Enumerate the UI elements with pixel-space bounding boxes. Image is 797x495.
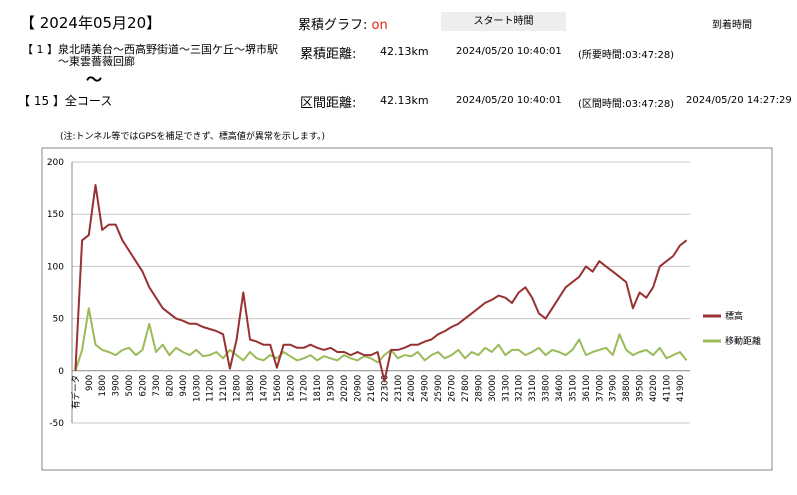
x-tick-label: 41900 — [676, 375, 686, 402]
x-tick-label: 36100 — [582, 375, 592, 402]
legend-label: 移動距離 — [725, 335, 761, 347]
x-tick-label: 21600 — [367, 375, 377, 402]
x-tick-label: 7300 — [152, 375, 162, 397]
x-tick-label: 12100 — [219, 375, 229, 402]
route: 【 15 】全コース — [18, 94, 113, 108]
row-label: 累積距離: — [300, 47, 357, 62]
x-tick-label: 23100 — [394, 375, 404, 402]
graph-state: on — [371, 18, 388, 33]
x-tick-label: 22300 — [380, 375, 390, 402]
x-tick-label: 12800 — [233, 375, 243, 402]
route: 【 1 】泉北晴美台～西高野街道～三国ケ丘～堺市駅 — [22, 43, 278, 56]
date-title: 【 2024年05月20】 — [20, 14, 162, 32]
x-tick-label: 24000 — [407, 375, 417, 402]
y-tick-label: 50 — [53, 315, 65, 325]
start-time: 2024/05/20 10:40:01 — [456, 46, 562, 57]
legend-label: 標高 — [725, 310, 743, 322]
x-tick-label: 41100 — [662, 375, 672, 402]
x-tick-label: 33800 — [542, 375, 552, 402]
y-tick-label: -50 — [49, 419, 64, 429]
x-tick-label: 15600 — [273, 375, 283, 402]
x-tick-label: 有データ — [70, 375, 81, 409]
x-tick-label: 13800 — [246, 375, 256, 402]
x-tick-label: 5000 — [125, 375, 135, 397]
distance: 42.13km — [380, 94, 429, 107]
x-tick-label: 27800 — [461, 375, 471, 402]
x-tick-label: 8200 — [165, 375, 175, 397]
x-tick-label: 19300 — [327, 375, 337, 402]
x-tick-label: 28900 — [474, 375, 484, 402]
x-tick-label: 17200 — [300, 375, 310, 402]
x-tick-label: 32100 — [515, 375, 525, 402]
x-tick-label: 3900 — [112, 375, 122, 397]
x-tick-label: 6200 — [139, 375, 149, 397]
x-tick-label: 900 — [85, 375, 95, 391]
x-tick-label: 39500 — [636, 375, 646, 402]
y-tick-label: 150 — [47, 210, 64, 220]
route-separator: ～ — [86, 70, 103, 89]
start-header: スタート時間 — [441, 12, 566, 31]
y-tick-label: 200 — [47, 158, 64, 168]
arrival-header: 到着時間 — [712, 20, 752, 31]
y-tick-label: 0 — [58, 367, 64, 377]
row-label: 区間距離: — [300, 96, 357, 111]
x-tick-label: 35100 — [568, 375, 578, 402]
x-tick-label: 26700 — [448, 375, 458, 402]
series-line — [74, 307, 688, 372]
x-tick-label: 16200 — [286, 375, 296, 402]
x-tick-label: 25900 — [434, 375, 444, 402]
x-tick-label: 9400 — [179, 375, 189, 397]
x-tick-label: 38800 — [622, 375, 632, 402]
x-tick-label: 37000 — [595, 375, 605, 402]
x-tick-label: 33100 — [528, 375, 538, 402]
x-tick-label: 30000 — [488, 375, 498, 402]
x-tick-label: 18100 — [313, 375, 323, 402]
note: (注:トンネル等ではGPSを補足できず、標高値が異常を示します。) — [60, 132, 325, 142]
x-tick-label: 31300 — [501, 375, 511, 402]
graph-label-text: 累積グラフ: — [298, 18, 368, 33]
x-tick-label: 20900 — [353, 375, 363, 402]
x-tick-label: 24900 — [421, 375, 431, 402]
distance: 42.13km — [380, 45, 429, 58]
x-tick-label: 1800 — [98, 375, 108, 397]
x-tick-label: 40200 — [649, 375, 659, 402]
arrival-time: 2024/05/20 14:27:29 — [686, 95, 792, 106]
x-tick-label: 10300 — [192, 375, 202, 402]
x-tick-label: 37900 — [609, 375, 619, 402]
y-tick-label: 100 — [47, 262, 64, 272]
series-line — [74, 184, 688, 383]
duration: (所要時間:03:47:28) — [578, 50, 675, 61]
start-time: 2024/05/20 10:40:01 — [456, 95, 562, 106]
x-tick-label: 34600 — [555, 375, 565, 402]
chart-frame — [41, 147, 773, 471]
x-tick-label: 20200 — [340, 375, 350, 402]
duration: (区間時間:03:47:28) — [578, 99, 675, 110]
x-tick-label: 14700 — [259, 375, 269, 402]
graph-label: 累積グラフ: on — [298, 14, 388, 33]
route: ～東雲薔薇回廊 — [58, 55, 135, 68]
x-tick-label: 11200 — [206, 375, 216, 402]
